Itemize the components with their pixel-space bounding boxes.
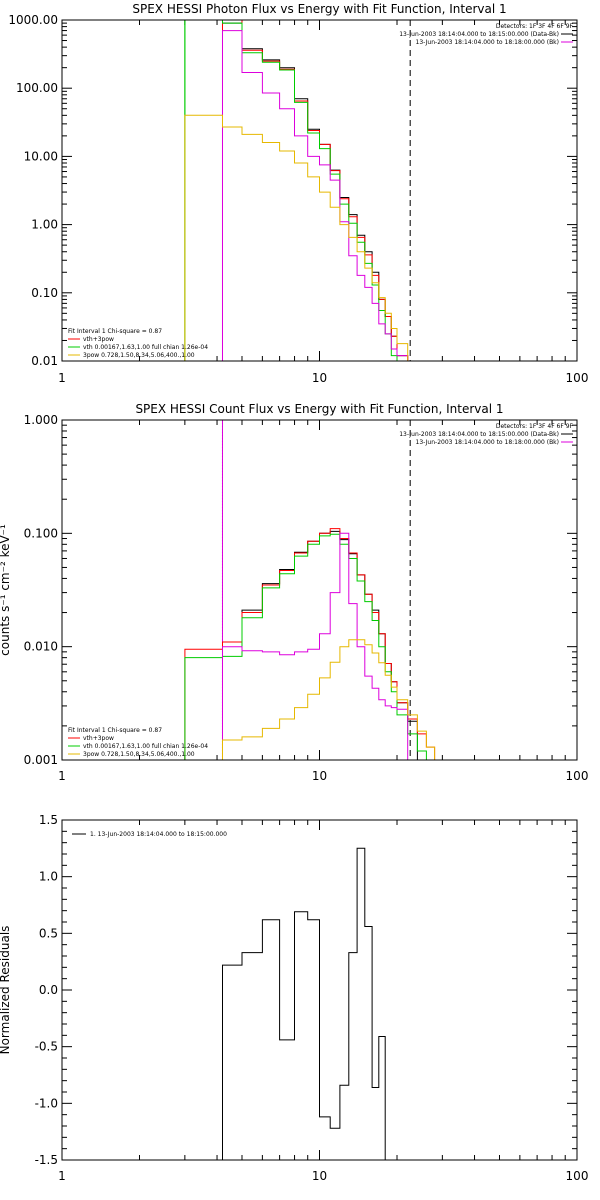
y-tick-label: 0.10	[31, 286, 58, 300]
series-line-4	[222, 532, 409, 760]
y-tick-label: 10.00	[24, 149, 58, 163]
series-line-2	[184, 528, 436, 760]
y-tick-label: 100.00	[16, 81, 58, 95]
chart-title: SPEX HESSI Count Flux vs Energy with Fit…	[135, 402, 503, 416]
x-tick-label: 100	[566, 1169, 589, 1183]
x-tick-label: 1	[58, 1169, 66, 1183]
background-interval-label: 13-Jun-2003 18:14:04.000 to 18:18:00.000…	[416, 39, 559, 46]
y-tick-label: 1.0	[39, 870, 58, 884]
residual-legend-label: 1. 13-Jun-2003 18:14:04.000 to 18:15:00.…	[90, 831, 227, 838]
y-tick-label: 1000.00	[8, 13, 58, 27]
y-tick-label: -1.0	[35, 1096, 58, 1110]
fit-legend-item: vth 0.00167,1.63,1.00 full chian 1.26e-0…	[83, 743, 208, 750]
fit-legend-item: vth+3pow	[83, 336, 114, 343]
y-tick-label: 0.100	[24, 526, 58, 540]
y-tick-label: -0.5	[35, 1040, 58, 1054]
series-line-5	[222, 639, 436, 760]
y-axis-ticks	[62, 819, 577, 1161]
fit-legend-item: 3pow 0.728,1.50,8.34,5.06,400.,1.00	[83, 352, 195, 359]
y-tick-label: 0.0	[39, 983, 58, 997]
series-line-4	[222, 30, 409, 361]
detectors-label: Detectors: 1F 3F 4F 6F 9F	[496, 23, 574, 30]
y-tick-label: 0.01	[31, 354, 58, 368]
series-line-3	[184, 20, 398, 361]
y-tick-label: 1.5	[39, 813, 58, 827]
series-group	[184, 20, 409, 361]
y-tick-label: -1.5	[35, 1153, 58, 1167]
chart-panel-3: 1 10 100 -1.5 -1.0 -0.5 0.0 0.5 1.0 1.5 Normalized…	[0, 813, 588, 1183]
chart-panel-1: SPEX HESSI Photon Flux vs Energy with Fi…	[8, 2, 588, 385]
data-interval-label: 13-Jun-2003 18:14:04.000 to 18:15:00.000…	[399, 31, 559, 38]
series-line-1	[222, 847, 386, 1160]
fit-legend-title: Fit Interval 1 Chi-square = 0.87	[68, 727, 162, 734]
data-interval-label: 13-Jun-2003 18:14:04.000 to 18:15:00.000…	[399, 431, 559, 438]
y-axis-label: counts s⁻¹ cm⁻² keV⁻¹	[0, 524, 12, 656]
x-tick-label: 10	[312, 1169, 327, 1183]
x-tick-label: 100	[566, 371, 589, 385]
y-axis-ticks	[62, 419, 577, 761]
x-tick-label: 10	[312, 371, 327, 385]
chart-panel-2: SPEX HESSI Count Flux vs Energy with Fit…	[0, 402, 588, 783]
y-tick-label: 0.5	[39, 926, 58, 940]
y-axis-label: Normalized Residuals	[0, 926, 12, 1055]
series-line-5	[184, 114, 409, 361]
background-interval-label: 13-Jun-2003 18:14:04.000 to 18:18:00.000…	[416, 439, 559, 446]
plot-frame	[61, 819, 578, 1161]
y-tick-label: 1.00	[31, 218, 58, 232]
fit-legend-title: Fit Interval 1 Chi-square = 0.87	[68, 328, 162, 335]
x-tick-label: 1	[58, 371, 66, 385]
x-tick-label: 100	[566, 769, 589, 783]
chart-title: SPEX HESSI Photon Flux vs Energy with Fi…	[132, 2, 506, 16]
series-group	[184, 528, 436, 760]
series-group	[222, 847, 386, 1160]
detectors-label: Detectors: 1F 3F 4F 6F 9F	[496, 423, 574, 430]
y-tick-label: 0.010	[24, 640, 58, 654]
x-tick-label: 10	[312, 769, 327, 783]
plot-frame	[61, 19, 578, 362]
y-tick-label: 0.001	[24, 753, 58, 767]
x-tick-label: 1	[58, 769, 66, 783]
series-line-2	[222, 20, 409, 361]
y-tick-label: 1.000	[24, 413, 58, 427]
plot-frame	[61, 419, 578, 761]
fit-legend-item: vth 0.00167,1.63,1.00 full chian 1.26e-0…	[83, 344, 208, 351]
fit-legend-item: 3pow 0.728,1.50,8.34,5.06,400.,1.00	[83, 751, 195, 758]
x-axis-ticks	[61, 420, 578, 760]
fit-legend-item: vth+3pow	[83, 735, 114, 742]
